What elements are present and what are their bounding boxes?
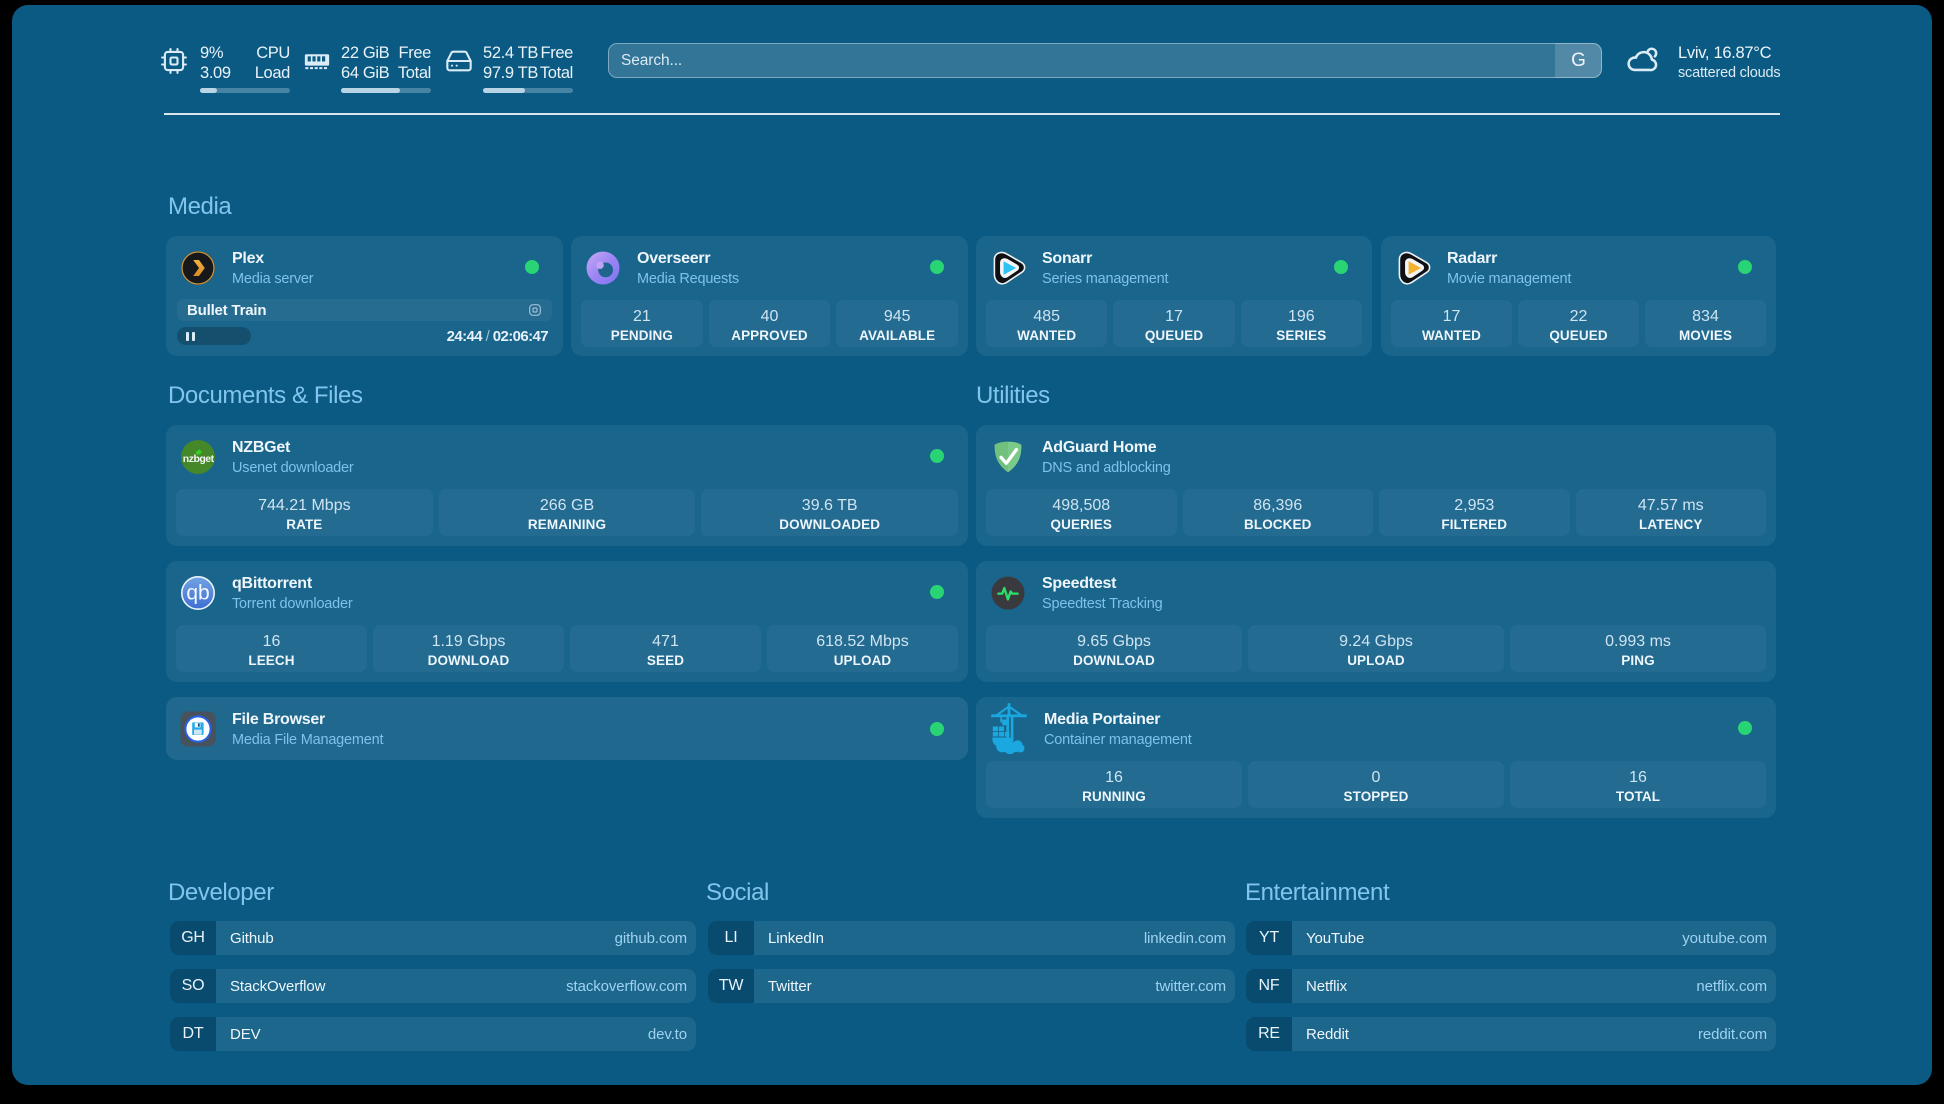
svg-text:qb: qb: [186, 582, 209, 605]
svg-text:nzbget: nzbget: [183, 453, 215, 465]
